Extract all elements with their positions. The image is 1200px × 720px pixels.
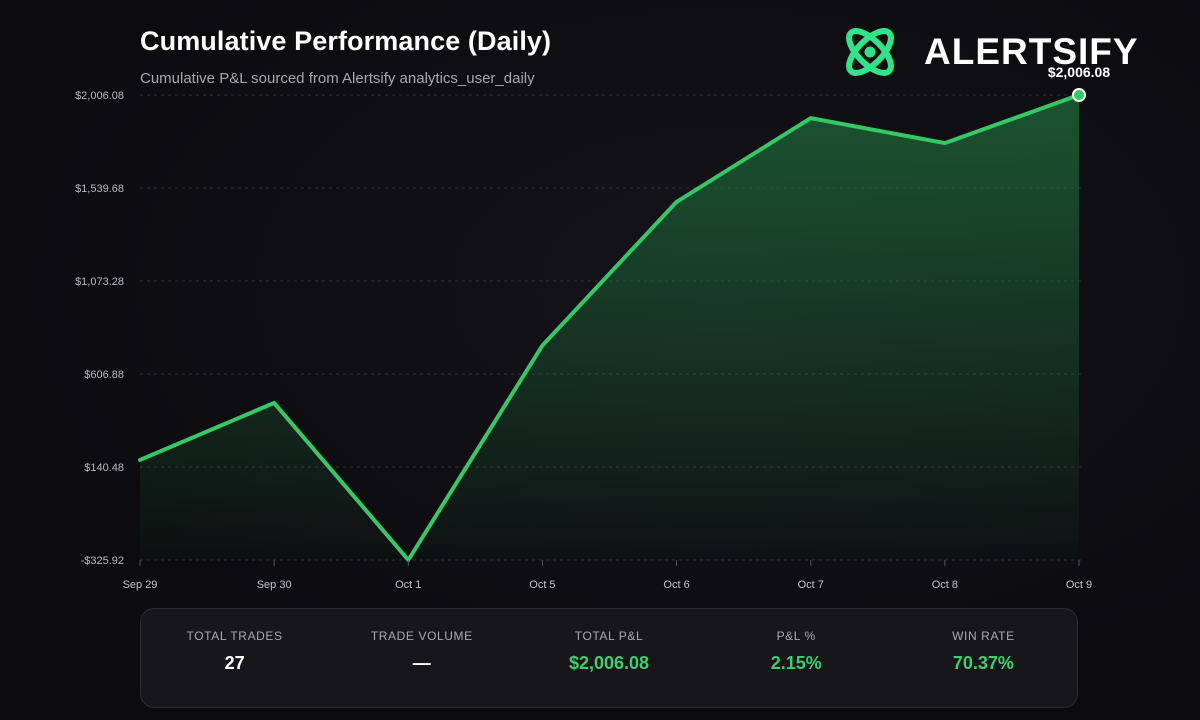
cumulative-pnl-chart: -$325.92 $140.48 $606.88 $1,073.28 $1,539.68… [75,64,1110,591]
x-tick-label: Oct 7 [798,579,824,591]
stat-label: WIN RATE [952,629,1015,643]
area-layer [140,95,1079,560]
stats-panel: TOTAL TRADES 27 TRADE VOLUME — TOTAL P&L… [140,608,1078,708]
stat-label: TOTAL TRADES [186,629,283,643]
line-layer [138,93,1081,562]
stat-value: $2,006.08 [568,653,650,673]
chart-title: Cumulative Performance (Daily) [140,26,552,56]
stat-trade-volume: TRADE VOLUME — [328,609,515,707]
y-axis: -$325.92 $140.48 $606.88 $1,073.28 $1,539.68… [75,90,124,567]
stat-total-pnl: TOTAL P&L $2,006.08 [515,609,702,707]
x-tick-label: Sep 30 [257,579,292,591]
stat-label: TRADE VOLUME [370,629,473,643]
stat-value: 70.37% [952,653,1014,673]
stat-value: 2.15% [770,653,822,673]
stat-label: P&L % [776,629,816,643]
x-tick-label: Oct 5 [529,579,555,591]
stat-value: 27 [224,653,245,673]
y-tick-label: $606.88 [84,369,124,381]
series-line [138,93,1081,562]
stat-win-rate: WIN RATE 70.37% [890,609,1077,707]
y-tick-label: $2,006.08 [75,90,124,102]
area-fill [140,95,1079,560]
y-tick-label: $1,073.28 [75,276,124,288]
y-tick-label: -$325.92 [81,555,124,567]
x-tick-label: Sep 29 [123,579,158,591]
marker-layer: $2,006.08 [1048,64,1110,102]
atom-orbit-logo-icon [846,28,894,76]
y-tick-label: $1,539.68 [75,183,124,195]
brand-name: ALERTSIFY [924,31,1139,72]
chart-subtitle: Cumulative P&L sourced from Alertsify an… [140,70,535,87]
y-tick-label: $140.48 [84,462,124,474]
last-value-label: $2,006.08 [1048,64,1110,80]
x-tick-label: Oct 9 [1066,579,1092,591]
last-point-marker [1072,88,1086,102]
stat-total-trades: TOTAL TRADES 27 [141,609,328,707]
stat-label: TOTAL P&L [574,629,644,643]
x-tick-label: Oct 8 [932,579,958,591]
x-tick-label: Oct 6 [663,579,689,591]
x-axis: Sep 29 Sep 30 Oct 1 Oct 5 Oct 6 Oct 7 Oct 8 Oct… [123,560,1092,591]
stat-value: — [412,653,431,673]
stat-pnl-percent: P&L % 2.15% [703,609,890,707]
x-tick-label: Oct 1 [395,579,421,591]
brand: ALERTSIFY [838,20,1139,84]
